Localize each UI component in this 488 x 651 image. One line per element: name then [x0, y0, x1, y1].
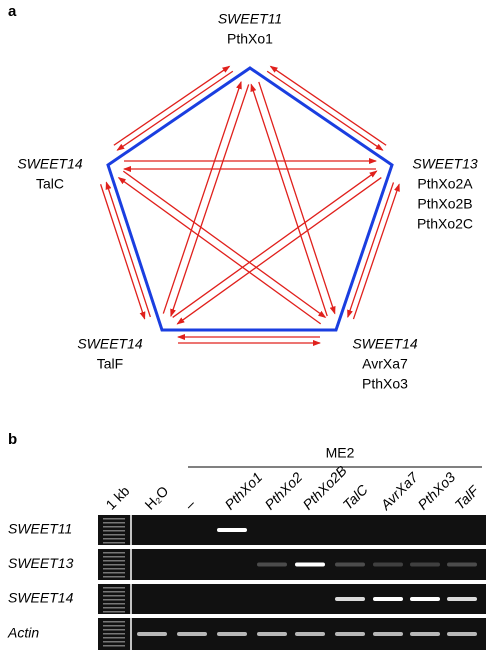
effector-label: PthXo2C — [417, 216, 473, 232]
gel-band — [257, 563, 287, 567]
lane-label: H₂O — [141, 483, 171, 513]
lane-label: AvrXa7 — [377, 468, 422, 513]
gel-band — [257, 632, 287, 636]
ladder-band — [103, 603, 125, 605]
gel-band — [295, 632, 325, 636]
gel-band — [410, 563, 440, 567]
pentagon — [108, 68, 392, 330]
ladder-band — [103, 645, 125, 647]
ladder-band — [103, 556, 125, 558]
gel-band — [447, 597, 477, 601]
gel-band — [447, 632, 477, 636]
effector-label: TalF — [97, 356, 123, 372]
gene-label: SWEET13 — [412, 156, 478, 172]
effector-label: TalC — [36, 176, 64, 192]
ladder-band — [103, 522, 125, 524]
lane-label: TalC — [339, 481, 371, 513]
gene-label: SWEET14 — [352, 336, 418, 352]
arrow — [353, 184, 399, 319]
lane-label: PthXo2 — [261, 469, 305, 513]
gene-label: SWEET14 — [77, 336, 143, 352]
ladder-band — [103, 587, 125, 589]
arrow — [101, 184, 145, 319]
gel-band — [217, 528, 247, 532]
arrow — [163, 82, 241, 314]
arrow — [271, 66, 387, 145]
gel-band — [137, 632, 167, 636]
ladder-band — [103, 530, 125, 532]
arrow — [114, 66, 230, 145]
ladder-band — [103, 542, 125, 544]
figure: a SWEET11 PthXo1 SWEET13 PthXo2A PthXo2B PthX… — [0, 0, 488, 651]
arrow — [117, 71, 233, 150]
panel-label: b — [8, 431, 17, 448]
gel-band — [447, 563, 477, 567]
gel-strip — [98, 515, 486, 545]
gel-band — [373, 632, 403, 636]
ladder-band — [103, 607, 125, 609]
ladder-band — [103, 526, 125, 528]
ladder-band — [103, 591, 125, 593]
gel-band — [295, 563, 325, 567]
gel-band — [217, 632, 247, 636]
gel-band — [335, 563, 365, 567]
effector-label: PthXo1 — [227, 31, 273, 47]
effector-label: PthXo3 — [362, 376, 408, 392]
row-label: SWEET11 — [8, 521, 72, 537]
lane-label: TalF — [451, 482, 482, 513]
ladder-band — [103, 572, 125, 574]
row-label: SWEET14 — [8, 590, 74, 606]
row-label: Actin — [7, 625, 39, 641]
gel-band — [373, 597, 403, 601]
ladder-band — [103, 641, 125, 643]
group-label: ME2 — [326, 445, 355, 461]
lane-label: – — [181, 496, 198, 513]
lane-label: PthXo1 — [221, 469, 265, 513]
arrow — [106, 182, 150, 317]
ladder-band — [103, 621, 125, 623]
arrow — [267, 71, 383, 150]
row-label: SWEET13 — [8, 555, 74, 571]
gel-band — [410, 632, 440, 636]
effector-label: AvrXa7 — [362, 356, 408, 372]
ladder-band — [103, 538, 125, 540]
ladder-band — [103, 576, 125, 578]
gene-label: SWEET14 — [17, 156, 83, 172]
lane-label: 1 kb — [102, 483, 132, 513]
ladder-band — [103, 625, 125, 627]
arrows — [101, 66, 400, 343]
effector-label: PthXo2A — [417, 176, 473, 192]
gel-band — [373, 563, 403, 567]
ladder-band — [103, 564, 125, 566]
ladder-band — [103, 629, 125, 631]
gel — [98, 515, 486, 650]
ladder-band — [103, 611, 125, 613]
ladder-band — [103, 560, 125, 562]
gel-band — [335, 597, 365, 601]
ladder-band — [103, 534, 125, 536]
arrow — [348, 182, 394, 317]
lane-label: PthXo3 — [414, 469, 458, 513]
gel-band — [335, 632, 365, 636]
gel-band — [410, 597, 440, 601]
ladder-band — [103, 637, 125, 639]
gel-band — [177, 632, 207, 636]
ladder-band — [103, 518, 125, 520]
arrow — [177, 178, 381, 324]
ladder-band — [103, 599, 125, 601]
ladder-band — [103, 568, 125, 570]
ladder-band — [103, 552, 125, 554]
ladder-band — [103, 633, 125, 635]
effector-label: PthXo2B — [417, 196, 472, 212]
ladder-band — [103, 595, 125, 597]
panel-label: a — [8, 3, 17, 20]
arrow — [119, 178, 321, 324]
gene-label: SWEET11 — [218, 11, 282, 27]
